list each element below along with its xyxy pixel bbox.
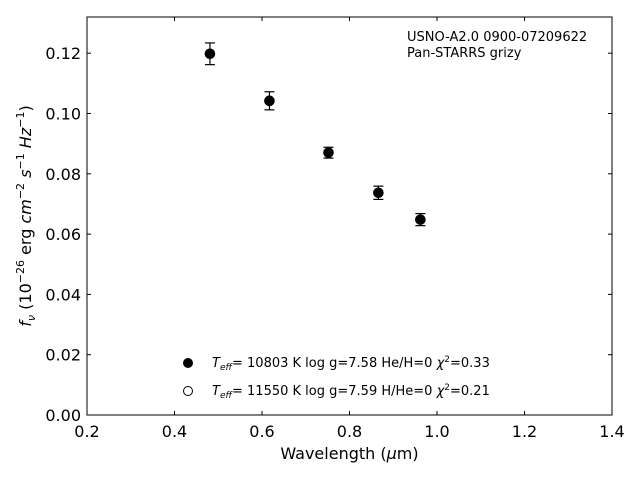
data-point [415, 214, 426, 225]
data-point [264, 95, 275, 107]
legend: Teff= 10803 K log g=7.58 He/H=0 χ2=0.33 … [183, 355, 490, 401]
y-axis-label: fν (10−26 erg cm−2 s−1 Hz−1) [14, 105, 38, 326]
x-tick-label: 0.2 [74, 422, 99, 441]
y-tick-label: 0.10 [45, 104, 81, 123]
x-tick-label: 1.2 [512, 422, 537, 441]
y-tick-label: 0.12 [45, 44, 81, 63]
y-tick-label: 0.06 [45, 225, 81, 244]
x-tick-label: 0.4 [162, 422, 187, 441]
x-tick-label: 1.4 [599, 422, 624, 441]
annotation-line-1: USNO-A2.0 0900-07209622 [407, 30, 587, 45]
x-tick-label: 0.8 [337, 422, 362, 441]
axis-ticks: 0.2 0.4 0.6 0.8 1.0 1.2 1.4 0.00 0.02 0.04 0.06 0.0… [45, 17, 625, 441]
y-tick-label: 0.08 [45, 165, 81, 184]
data-marks [204, 42, 426, 227]
legend-label-1: Teff= 10803 K log g=7.58 He/H=0 χ2=0.33 [212, 355, 490, 373]
data-point [323, 147, 334, 158]
legend-marker-filled [183, 358, 193, 368]
x-axis-label: Wavelength (μm) [280, 444, 418, 463]
y-tick-label: 0.04 [45, 285, 81, 304]
y-tick-label: 0.02 [45, 346, 81, 365]
data-point [373, 187, 384, 199]
legend-label-2: Teff= 11550 K log g=7.59 H/He=0 χ2=0.21 [212, 383, 490, 401]
x-tick-label: 0.6 [249, 422, 274, 441]
x-tick-label: 1.0 [424, 422, 449, 441]
legend-marker-open [183, 386, 193, 396]
annotation-line-2: Pan-STARRS grizy [407, 46, 522, 61]
data-point [204, 48, 216, 60]
y-tick-label: 0.00 [45, 406, 81, 425]
